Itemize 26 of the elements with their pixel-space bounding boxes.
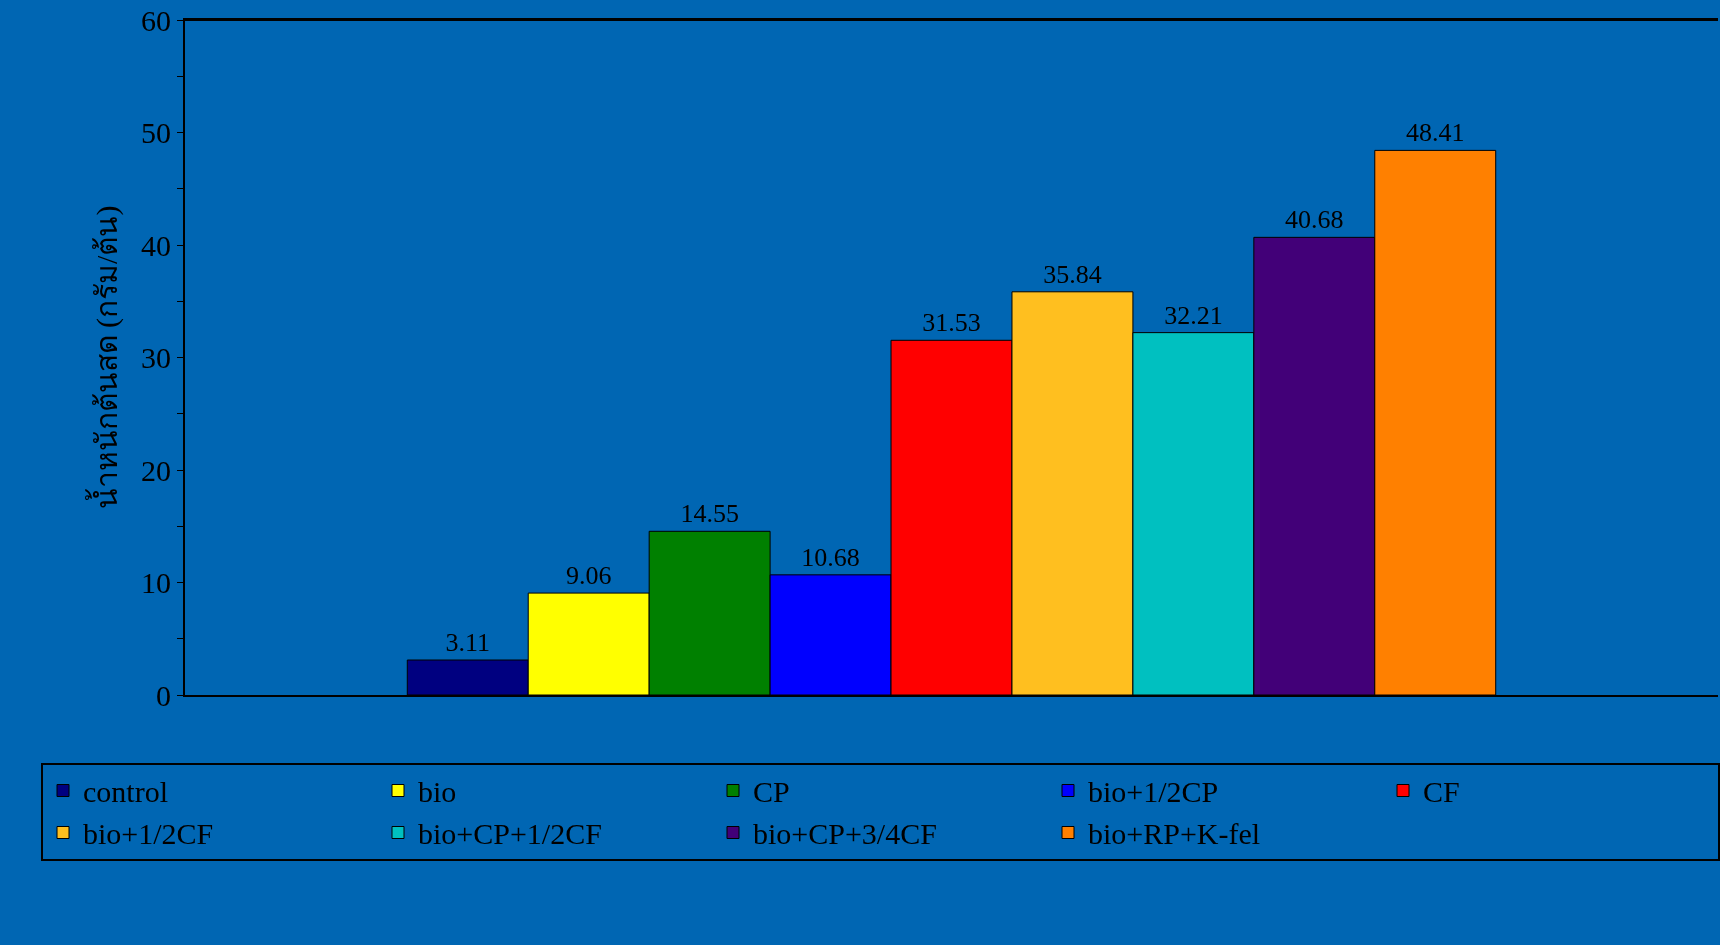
data-label: 9.06: [565, 561, 612, 591]
y-tick-label: 40: [141, 228, 171, 262]
data-label: 35.84: [1043, 259, 1102, 289]
legend-label: CF: [1423, 775, 1460, 809]
y-tick-label: 50: [141, 116, 171, 149]
y-axis-title: น้ำหนักต้นสด (กรัม/ต้น): [84, 205, 124, 510]
legend-label: bio+CP+3/4CF: [753, 817, 937, 851]
legend-label: bio+CP+1/2CF: [418, 817, 602, 851]
data-label: 3.11: [445, 628, 491, 658]
data-label: 14.55: [680, 499, 739, 529]
y-tick-label: 20: [141, 453, 171, 487]
legend-label: bio+1/2CP: [1088, 775, 1219, 809]
data-label: 40.68: [1285, 205, 1344, 235]
legend-label: bio: [418, 775, 457, 809]
legend-label: CP: [753, 775, 790, 809]
y-tick-label: 0: [156, 678, 171, 712]
data-label: 31.53: [922, 308, 981, 338]
legend-label: bio+1/2CF: [83, 817, 214, 851]
data-label: 32.21: [1164, 300, 1223, 330]
data-label: 48.41: [1405, 118, 1465, 148]
data-label: 10.68: [801, 542, 860, 572]
y-tick-label: 60: [141, 3, 171, 37]
legend-label: control: [83, 775, 168, 809]
legend-label: bio+RP+K-fel: [1088, 817, 1261, 851]
y-tick-label: 30: [141, 341, 171, 374]
y-tick-label: 10: [141, 566, 171, 599]
